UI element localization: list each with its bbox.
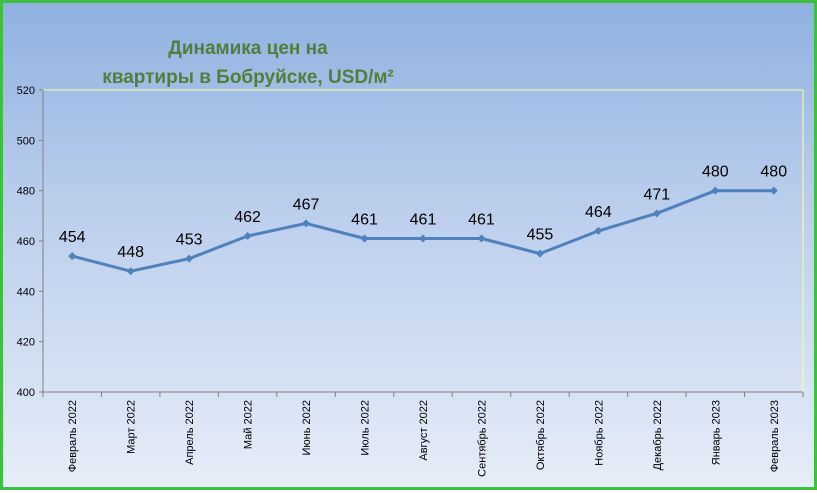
data-label: 464	[585, 204, 612, 221]
y-tick-label: 460	[17, 236, 35, 248]
x-tick-label: Март 2022	[126, 400, 138, 454]
y-tick-label: 480	[17, 186, 35, 198]
x-tick-label: Февраль 2023	[769, 400, 781, 472]
data-point-marker	[594, 226, 603, 235]
data-label: 453	[176, 232, 203, 249]
data-point-marker	[126, 267, 135, 276]
y-axis-ticks: 400 420 440 460 480 500 520	[17, 85, 43, 399]
y-tick-label: 440	[17, 286, 35, 298]
y-tick-label: 420	[17, 337, 35, 349]
data-label: 461	[410, 211, 437, 228]
line-chart: Динамика цен на квартиры в Бобруйске, US…	[17, 38, 804, 477]
data-label: 454	[59, 229, 86, 246]
data-labels: 454 448 453 462 467 461 461 461 455 464 471 480 480	[59, 164, 787, 262]
x-tick-label: Сентябрь 2022	[476, 400, 488, 477]
data-point-marker	[711, 186, 720, 195]
data-point-marker	[243, 231, 252, 240]
data-label: 480	[702, 164, 729, 181]
x-tick-label: Октябрь 2022	[535, 400, 547, 470]
x-tick-label: Июнь 2022	[301, 400, 313, 456]
data-point-marker	[68, 252, 77, 261]
x-tick-label: Январь 2023	[710, 400, 722, 465]
data-point-marker	[360, 234, 369, 243]
y-tick-label: 400	[17, 387, 35, 399]
data-label: 448	[117, 244, 144, 261]
x-axis-ticks: Февраль 2022 Март 2022 Апрель 2022 Май 2022…	[42, 392, 804, 477]
data-label: 455	[527, 227, 554, 244]
data-label: 462	[234, 209, 261, 226]
data-point-marker	[535, 249, 544, 258]
data-point-marker	[419, 234, 427, 243]
y-tick-label: 500	[17, 135, 35, 147]
data-point-marker	[302, 219, 311, 228]
data-label: 461	[468, 211, 495, 228]
data-point-marker	[477, 234, 486, 243]
chart-title-line-2: квартиры в Бобруйске, USD/м²	[102, 67, 394, 88]
data-label: 480	[760, 164, 787, 181]
data-point-marker	[769, 186, 778, 195]
x-tick-label: Декабрь 2022	[652, 400, 664, 470]
data-point-marker	[185, 254, 194, 263]
data-label: 471	[643, 186, 670, 203]
data-label: 461	[351, 211, 378, 228]
x-tick-label: Апрель 2022	[184, 400, 196, 465]
y-tick-label: 520	[17, 85, 35, 97]
x-tick-label: Ноябрь 2022	[593, 400, 605, 466]
data-point-marker	[652, 209, 661, 218]
x-tick-label: Июль 2022	[360, 400, 372, 456]
series-markers	[68, 186, 778, 276]
chart-title-line-1: Динамика цен на	[168, 38, 328, 59]
x-tick-label: Май 2022	[243, 400, 255, 449]
x-tick-label: Август 2022	[418, 400, 430, 461]
x-tick-label: Февраль 2022	[67, 400, 79, 472]
data-label: 467	[293, 196, 320, 213]
